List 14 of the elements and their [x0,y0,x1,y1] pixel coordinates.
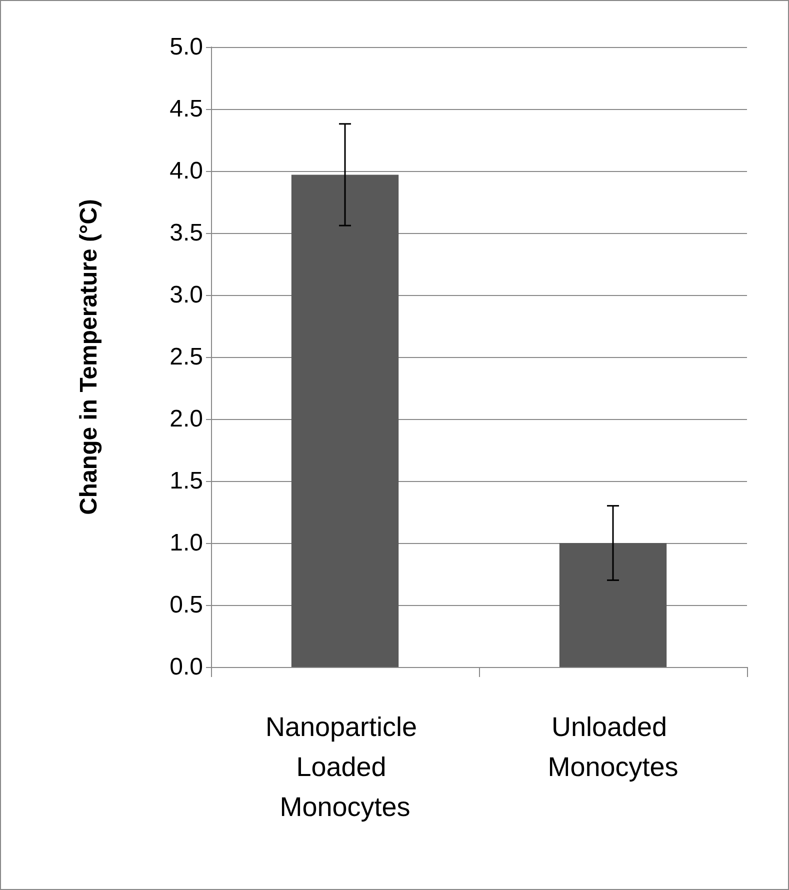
y-tick-label: 5.0 [170,34,203,60]
y-tick-label: 4.0 [170,158,203,184]
y-tick-label: 2.0 [170,406,203,432]
y-tick-label: 3.0 [170,282,203,308]
x-tick-label: Unloaded Monocytes [548,712,678,782]
y-tick-label: 0.0 [170,654,203,680]
y-tick-label: 4.5 [170,96,203,122]
y-tick-label: 1.5 [170,468,203,494]
y-tick-label: 2.5 [170,344,203,370]
y-tick-label: 0.5 [170,592,203,618]
y-tick-label: 1.0 [170,530,203,556]
y-axis-title: Change in Temperature (°C) [76,199,102,515]
x-tick-label: Nanoparticle Loaded Monocytes [265,712,425,822]
y-tick-label: 3.5 [170,220,203,246]
